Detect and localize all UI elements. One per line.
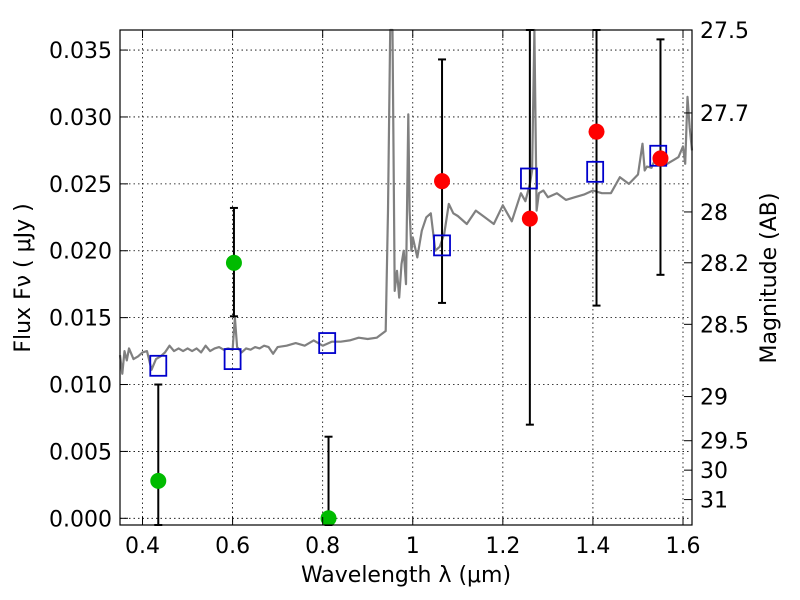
right-axis-tick-label: 27.5 (700, 19, 749, 44)
x-tick-label: 1 (406, 534, 420, 559)
tick-labels: 0.4 0.6 0.8 1 1.2 1.4 1.6 0.000 0.005 0.010 0.015 0… (49, 19, 749, 559)
grid (120, 30, 692, 525)
y-tick-label: 0.000 (49, 507, 112, 532)
right-axis-tick-label: 27.7 (700, 102, 749, 127)
observed-point (588, 123, 605, 140)
y-axis-title: Flux Fν ( μJy ) (11, 203, 36, 352)
observed-point (150, 472, 167, 489)
y-tick-label: 0.035 (49, 39, 112, 64)
model-point (223, 348, 242, 371)
model-point (586, 160, 605, 183)
y-tick-label: 0.010 (49, 374, 112, 399)
model-point (520, 167, 538, 190)
right-axis-title: Magnitude (AB) (757, 193, 782, 364)
observed-point (225, 254, 242, 271)
right-axis-tick-label: 28 (700, 201, 728, 226)
observed-point (521, 210, 538, 227)
right-axis-tick-label: 28.5 (700, 313, 749, 338)
model-point (318, 332, 337, 354)
error-bars (154, 29, 665, 526)
x-tick-label: 0.6 (215, 534, 250, 559)
observed-point (652, 150, 669, 167)
right-axis-tick-label: 30 (700, 459, 728, 484)
observed-point (434, 173, 451, 190)
spectrum-series (118, 28, 694, 375)
axis-ticks (120, 29, 692, 525)
model-photometry-series (149, 144, 668, 377)
right-axis-tick-label: 28.2 (700, 252, 749, 277)
right-axis-tick-label: 29.5 (700, 430, 749, 455)
right-axis-tick-label: 29 (700, 386, 728, 411)
x-tick-label: 0.8 (305, 534, 340, 559)
x-tick-label: 1.4 (575, 534, 610, 559)
model-point (149, 354, 168, 377)
x-tick-label: 1.2 (485, 534, 520, 559)
plot-frame (119, 29, 693, 526)
x-tick-label: 0.4 (125, 534, 160, 559)
x-tick-label: 1.6 (665, 534, 700, 559)
model-point (433, 234, 451, 257)
observed-point (320, 510, 337, 525)
spectrum-line (118, 28, 694, 375)
observed-photometry-series (150, 123, 669, 525)
y-tick-label: 0.015 (49, 307, 112, 332)
right-axis-tick-label: 31 (700, 489, 728, 514)
x-axis-title: Wavelength λ (μm) (301, 563, 511, 588)
y-tick-label: 0.030 (49, 106, 112, 131)
y-tick-label: 0.025 (49, 173, 112, 198)
y-tick-label: 0.005 (49, 440, 112, 465)
y-tick-label: 0.020 (49, 240, 112, 265)
